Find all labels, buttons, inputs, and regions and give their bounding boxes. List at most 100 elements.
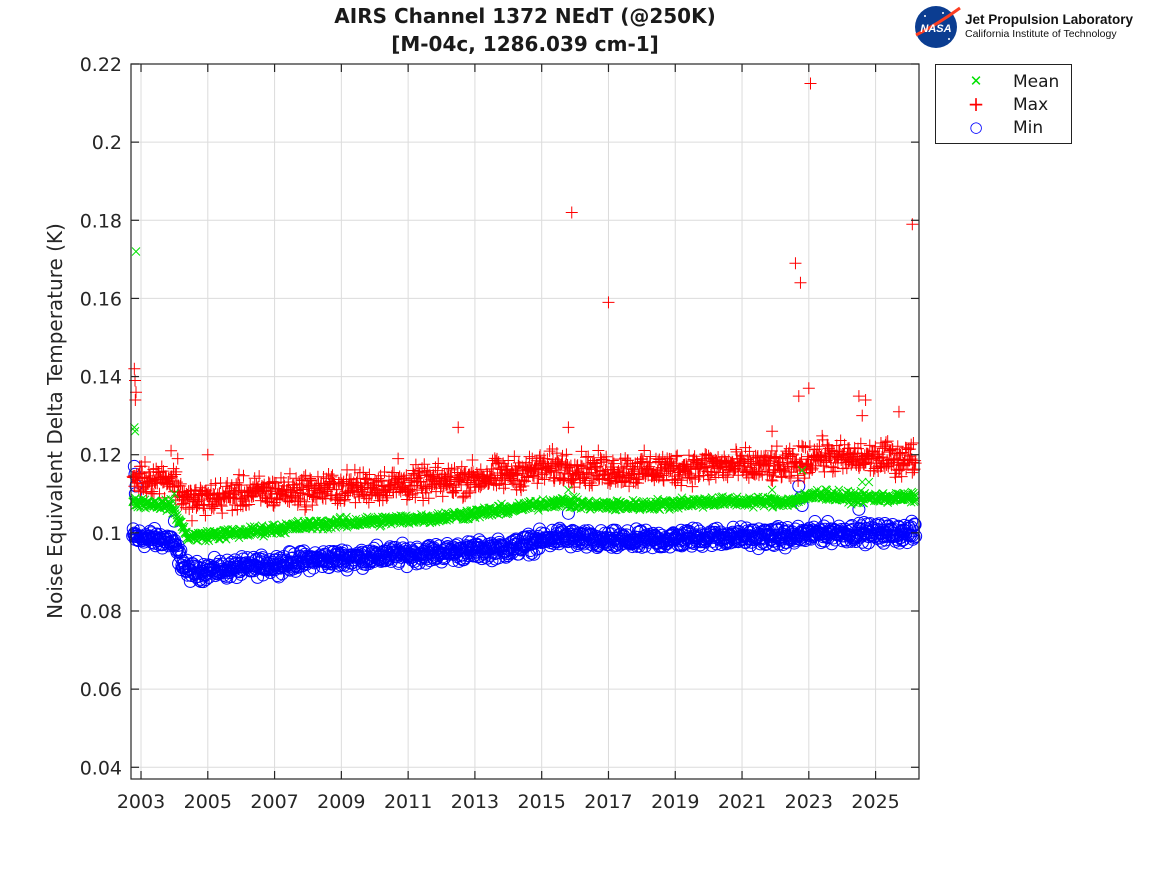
y-tick-label: 0.12 — [80, 445, 122, 467]
max-point — [290, 472, 303, 485]
min-point — [909, 529, 923, 543]
circle-marker-icon: ○ — [969, 118, 983, 136]
max-point — [422, 492, 435, 505]
max-point — [792, 390, 805, 403]
legend-item-mean: ✕ Mean — [936, 70, 1071, 92]
min-point — [174, 543, 188, 557]
max-point — [363, 488, 376, 501]
max-point — [236, 500, 249, 513]
x-tick-label: 2023 — [785, 791, 833, 813]
max-point — [226, 504, 239, 517]
y-tick-label: 0.1 — [92, 523, 122, 545]
max-point — [179, 501, 192, 514]
max-point — [362, 496, 375, 509]
max-point — [490, 479, 503, 492]
max-point — [432, 457, 445, 470]
legend-item-min: ○ Min — [936, 116, 1071, 138]
max-point — [802, 382, 815, 395]
min-point — [543, 534, 557, 548]
max-point — [671, 449, 684, 462]
max-point — [199, 509, 212, 522]
max-point — [183, 503, 196, 516]
max-point — [401, 486, 414, 499]
min-point — [610, 541, 624, 555]
max-point — [452, 421, 465, 434]
max-point — [489, 454, 502, 467]
max-point — [155, 460, 168, 473]
y-tick-label: 0.2 — [92, 132, 122, 154]
max-point — [338, 494, 351, 507]
max-point — [174, 477, 187, 490]
max-point — [450, 484, 463, 497]
max-point — [306, 499, 319, 512]
max-point — [233, 479, 246, 492]
max-point — [445, 463, 458, 476]
y-tick-label: 0.22 — [80, 54, 122, 76]
max-point — [419, 486, 432, 499]
max-point — [130, 386, 143, 399]
max-point — [230, 478, 243, 491]
max-point — [436, 490, 449, 503]
max-point — [215, 500, 228, 513]
jpl-logo: NASA Jet Propulsion Laboratory Californi… — [913, 4, 1163, 50]
max-point — [131, 477, 144, 490]
plot-frame — [130, 63, 920, 780]
max-point — [305, 474, 318, 487]
x-tick-label: 2005 — [184, 791, 232, 813]
max-point — [326, 469, 339, 482]
min-point — [905, 514, 919, 528]
x-tick-label: 2019 — [651, 791, 699, 813]
min-point — [792, 479, 806, 493]
max-point — [313, 482, 326, 495]
max-point — [817, 459, 830, 472]
max-point — [644, 450, 657, 463]
max-point — [381, 489, 394, 502]
max-point — [452, 475, 465, 488]
x-tick-labels: 2003 2005 2007 2009 2011 2013 2015 2017 2019 2021… — [117, 791, 900, 813]
min-point — [289, 564, 303, 578]
mean-point — [131, 247, 141, 256]
min-point — [775, 521, 789, 535]
max-point — [197, 499, 210, 512]
max-point — [301, 488, 314, 501]
y-axis-label: Noise Equivalent Delta Temperature (K) — [43, 223, 67, 619]
max-point — [348, 463, 361, 476]
max-point — [267, 499, 280, 512]
max-point — [675, 479, 688, 492]
series-min — [126, 459, 923, 589]
max-point — [201, 448, 214, 461]
jpl-name: Jet Propulsion Laboratory — [965, 12, 1134, 27]
y-tick-label: 0.16 — [80, 288, 122, 310]
max-point — [295, 481, 308, 494]
max-point — [409, 491, 422, 504]
data-points — [126, 77, 923, 589]
jpl-subtitle: California Institute of Technology — [965, 28, 1117, 40]
mean-point — [767, 485, 777, 495]
x-tick-label: 2007 — [250, 791, 298, 813]
max-point — [273, 493, 286, 506]
y-tick-label: 0.14 — [80, 367, 122, 389]
max-point — [202, 487, 215, 500]
max-point — [804, 77, 817, 90]
max-point — [686, 480, 699, 493]
max-point — [229, 498, 242, 511]
max-point — [794, 276, 807, 289]
max-point — [231, 476, 244, 489]
max-point — [413, 466, 426, 479]
max-point — [380, 491, 393, 504]
max-point — [287, 478, 300, 491]
max-point — [195, 493, 208, 506]
mean-point — [864, 477, 874, 487]
max-point — [461, 476, 474, 489]
x-tick-label: 2021 — [718, 791, 766, 813]
max-point — [474, 463, 487, 476]
x-tick-label: 2009 — [317, 791, 365, 813]
max-point — [291, 498, 304, 511]
max-point — [466, 454, 479, 467]
max-point — [300, 500, 313, 513]
max-point — [770, 440, 783, 453]
max-point — [357, 466, 370, 479]
max-point — [146, 485, 159, 498]
x-tick-label: 2011 — [384, 791, 432, 813]
plus-marker-icon: + — [967, 92, 985, 116]
